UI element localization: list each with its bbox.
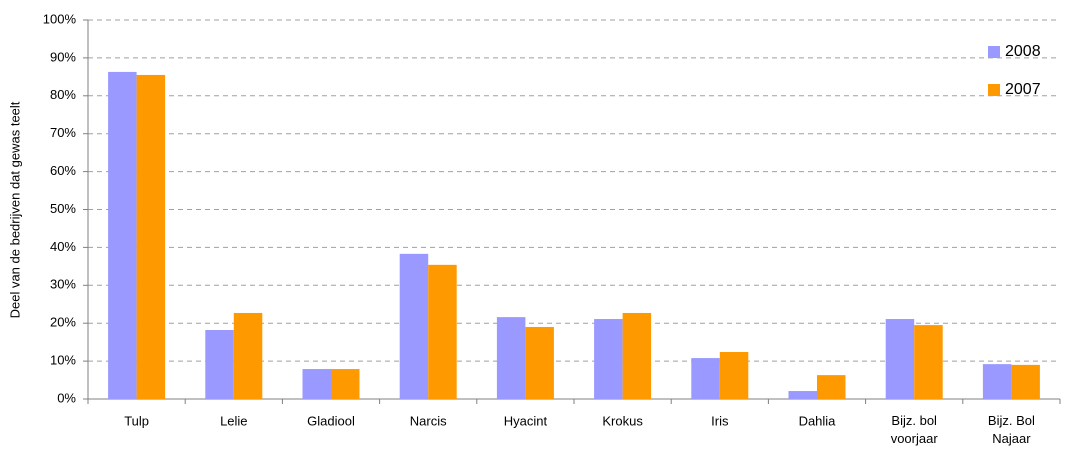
legend-swatch (988, 46, 1000, 58)
bar (982, 364, 1012, 399)
x-tick-label: Lelie (220, 413, 247, 428)
bar (233, 312, 263, 399)
legend-label: 2007 (1005, 81, 1041, 98)
y-tick-label: 10% (50, 353, 76, 368)
y-tick-label: 40% (50, 239, 76, 254)
bar (136, 74, 166, 399)
bar (205, 330, 234, 399)
x-tick-label: Narcis (410, 413, 447, 428)
legend-label: 2008 (1005, 43, 1041, 60)
y-tick-label: 0% (57, 390, 76, 405)
y-tick-label: 100% (43, 11, 77, 26)
bar (302, 369, 331, 399)
bar (428, 264, 457, 399)
bar (622, 312, 652, 399)
bar (691, 358, 720, 399)
y-tick-label: 70% (50, 125, 76, 140)
y-tick-label: 30% (50, 277, 76, 292)
x-tick-label: Krokus (602, 413, 643, 428)
bar (594, 319, 623, 399)
y-tick-label: 20% (50, 315, 76, 330)
bar (817, 375, 846, 399)
x-tick-label: Hyacint (504, 413, 548, 428)
x-tick-label: Bijz. Bol Najaar (988, 413, 1035, 446)
bar (399, 253, 429, 399)
bar (719, 352, 749, 399)
bar (108, 71, 137, 399)
x-tick-label: Iris (711, 413, 729, 428)
bar (525, 326, 554, 399)
x-tick-label: Bijz. bol voorjaar (891, 413, 939, 446)
bar (496, 317, 526, 399)
y-tick-label: 50% (50, 201, 76, 216)
bar (788, 391, 817, 399)
x-tick-label: Gladiool (307, 413, 355, 428)
y-tick-label: 60% (50, 163, 76, 178)
bar (331, 369, 360, 399)
legend-swatch (988, 84, 1000, 96)
x-tick-label: Dahlia (799, 413, 837, 428)
x-tick-label: Tulp (124, 413, 149, 428)
y-tick-label: 80% (50, 87, 76, 102)
y-axis-label: Deel van de bedrijven dat gewas teelt (7, 101, 22, 318)
bar (885, 319, 915, 399)
bar (1011, 364, 1040, 399)
bar (914, 325, 943, 399)
y-tick-label: 90% (50, 49, 76, 64)
